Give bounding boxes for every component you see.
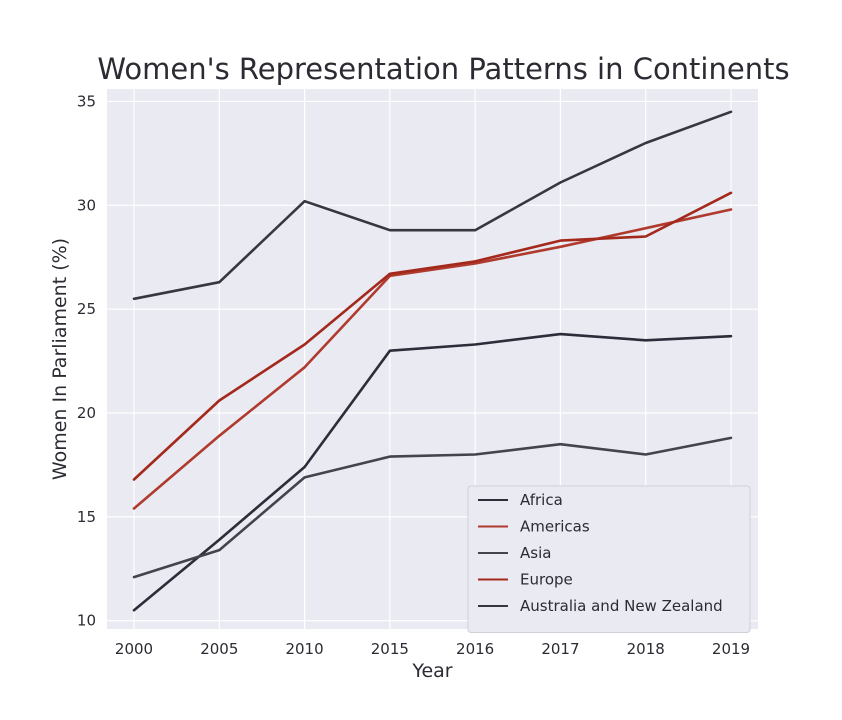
x-tick-label: 2005	[200, 640, 238, 658]
y-tick-label: 10	[77, 612, 96, 630]
x-tick-label: 2019	[712, 640, 750, 658]
x-tick-label: 2015	[371, 640, 409, 658]
y-tick-label: 30	[77, 196, 96, 214]
y-axis-label: Women In Parliament (%)	[49, 238, 71, 480]
y-tick-label: 25	[77, 300, 96, 318]
chart-title: Women's Representation Patterns in Conti…	[97, 52, 789, 86]
legend: Africa Americas Asia Europe Australia and Ne…	[468, 486, 750, 633]
x-axis-label: Year	[411, 660, 452, 682]
x-tick-label: 2017	[541, 640, 579, 658]
x-tick-label: 2010	[285, 640, 323, 658]
legend-label: Americas	[520, 518, 590, 536]
x-tick-label: 2016	[456, 640, 494, 658]
y-tick-label: 20	[77, 404, 96, 422]
legend-label: Europe	[520, 571, 573, 589]
x-tick-label: 2000	[115, 640, 153, 658]
legend-label: Australia and New Zealand	[520, 597, 723, 615]
y-tick-label: 35	[77, 92, 96, 110]
x-tick-label: 2018	[627, 640, 665, 658]
y-tick-label: 15	[77, 508, 96, 526]
legend-label: Asia	[520, 544, 551, 562]
legend-label: Africa	[520, 491, 563, 509]
